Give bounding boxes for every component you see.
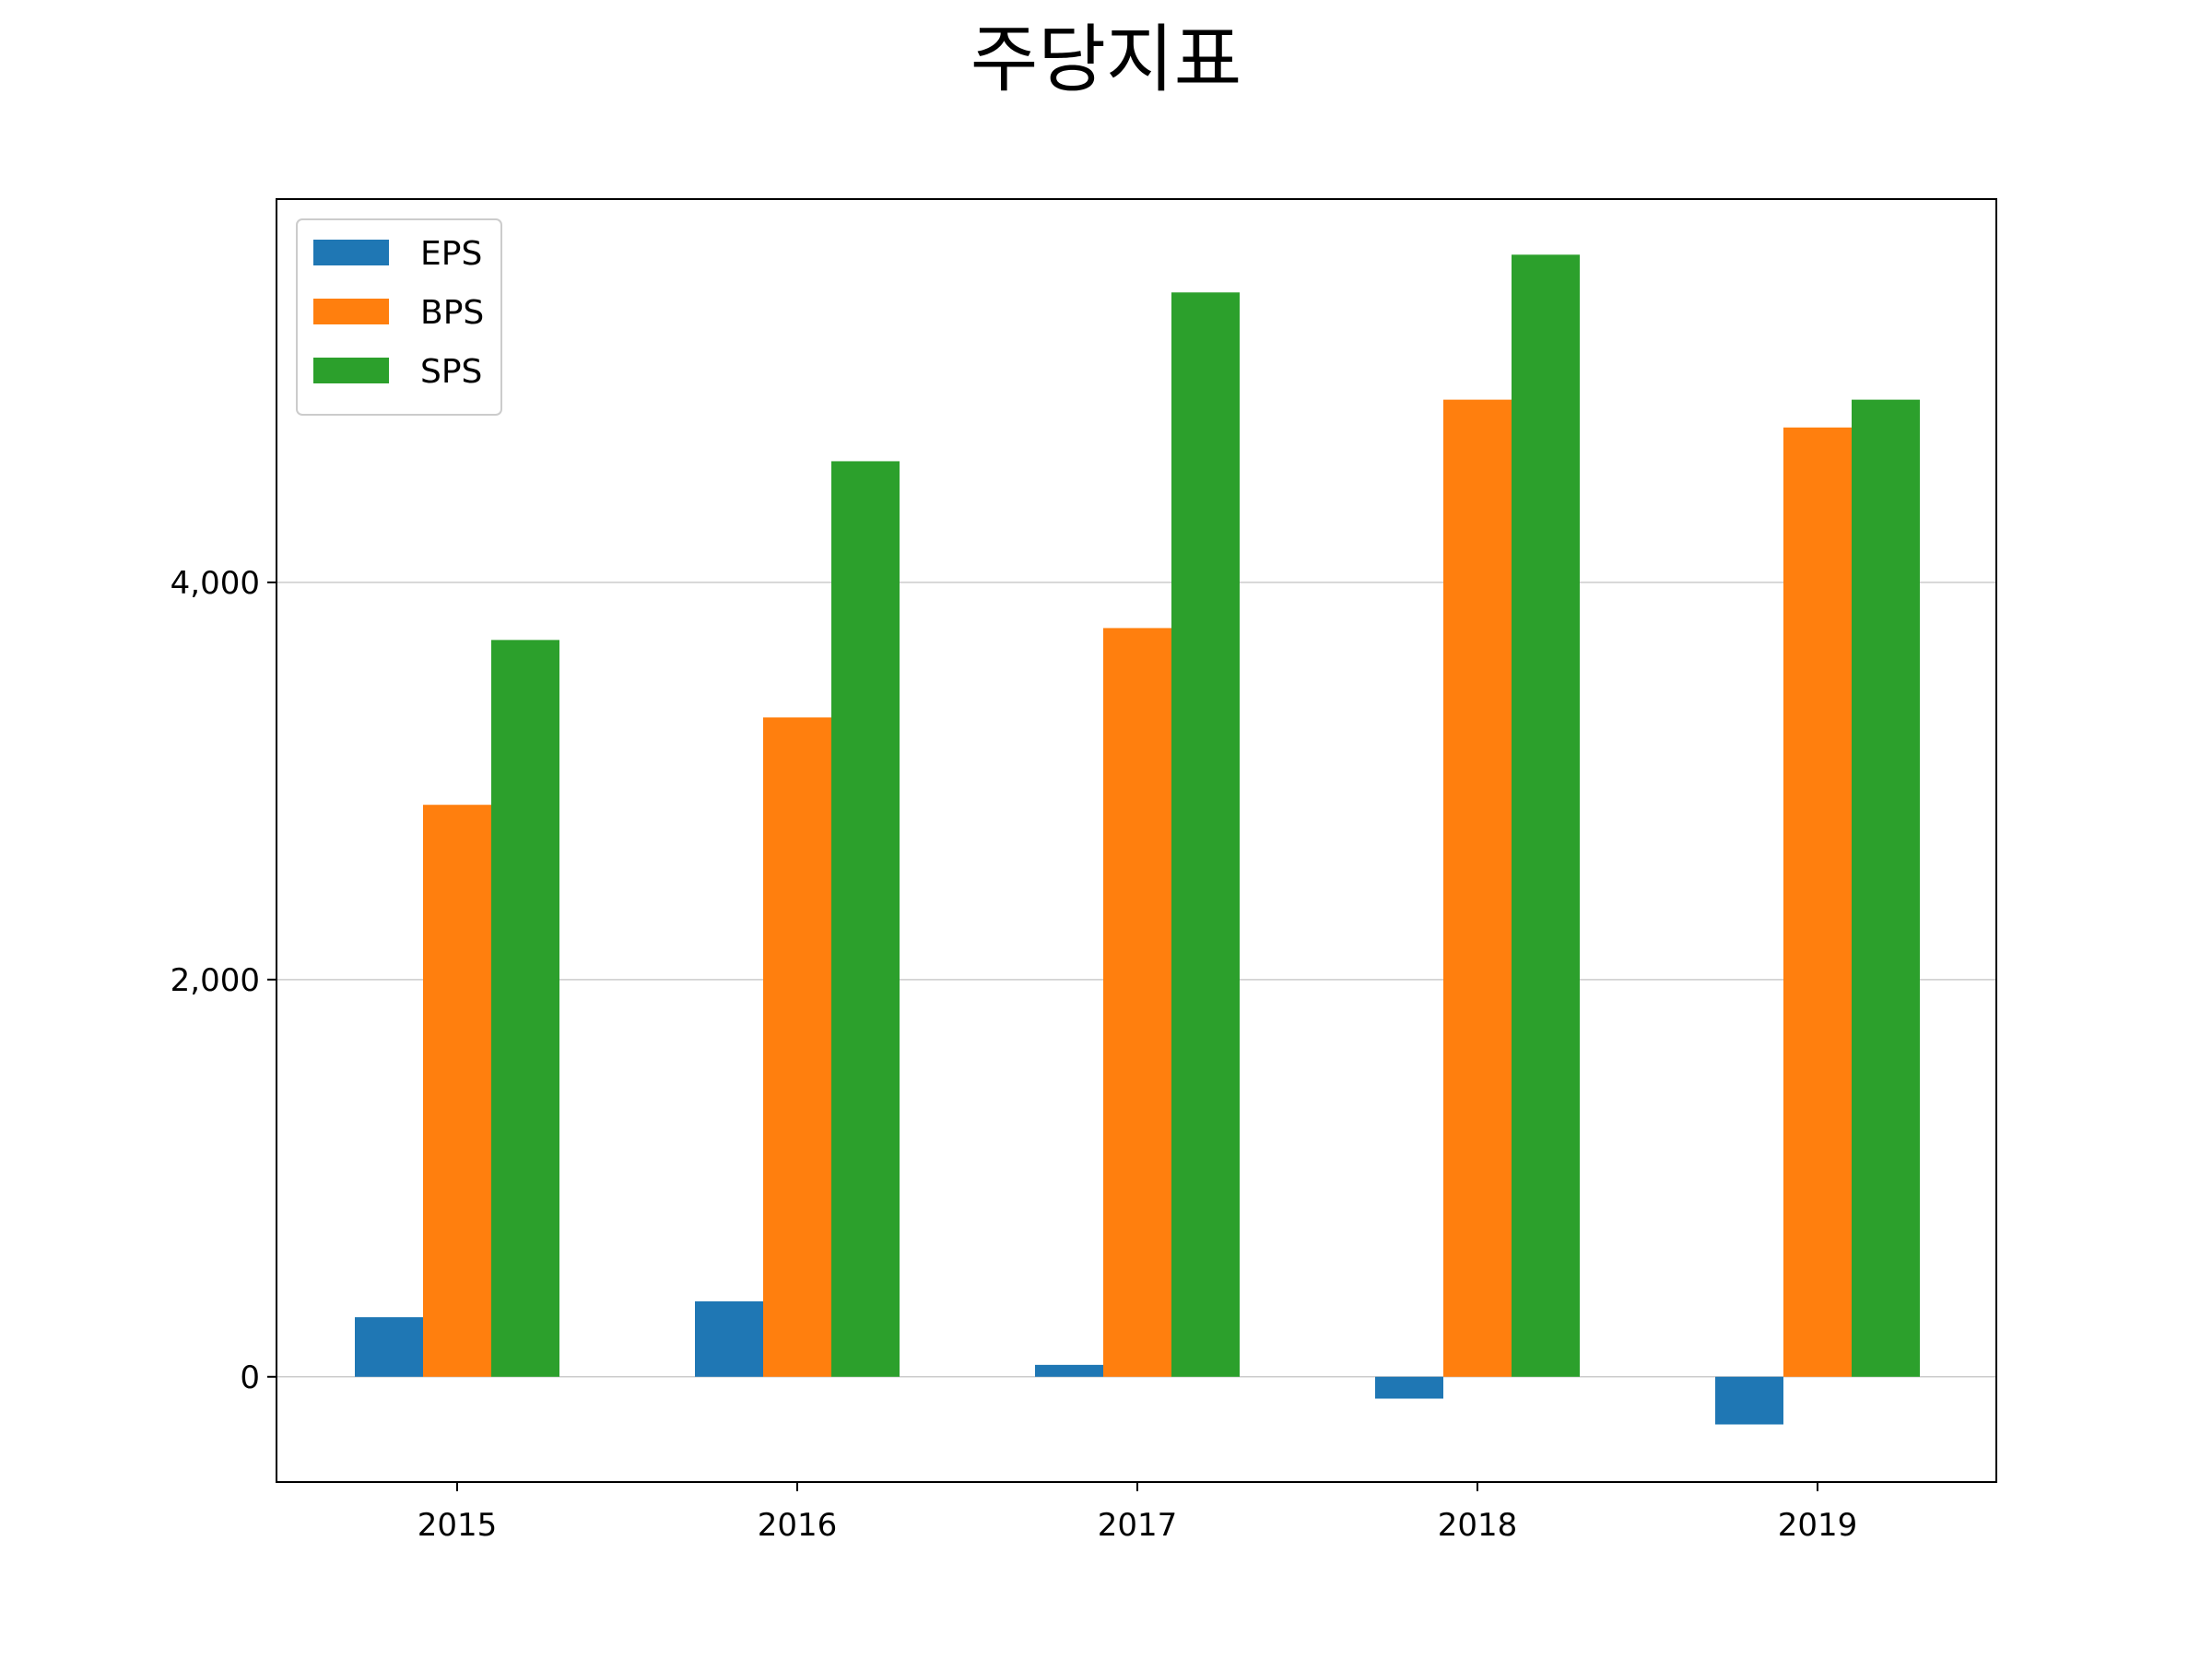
bar-bps-2015 (423, 805, 491, 1377)
legend-label-bps: BPS (420, 294, 484, 332)
y-tick-label: 2,000 (171, 962, 260, 999)
x-axis: 2015 2016 2017 2018 2019 (418, 1482, 1858, 1544)
bar-sps-2017 (1171, 292, 1240, 1377)
x-tick-label: 2018 (1438, 1507, 1518, 1544)
legend-swatch-eps (313, 240, 389, 265)
x-tick-label: 2019 (1778, 1507, 1858, 1544)
x-tick-label: 2016 (758, 1507, 838, 1544)
bar-eps-2017 (1035, 1364, 1103, 1377)
bar-sps-2018 (1512, 254, 1580, 1377)
legend-swatch-bps (313, 299, 389, 324)
bar-bps-2018 (1443, 399, 1512, 1377)
bars (355, 254, 1920, 1425)
bar-bps-2017 (1103, 628, 1171, 1377)
legend-label-sps: SPS (420, 353, 482, 391)
bar-sps-2019 (1852, 399, 1920, 1377)
legend-label-eps: EPS (420, 235, 482, 273)
y-tick-label: 4,000 (171, 565, 260, 602)
bar-bps-2016 (763, 717, 831, 1377)
y-axis: 0 2,000 4,000 (171, 565, 276, 1396)
y-tick-label: 0 (240, 1359, 260, 1396)
bar-sps-2016 (831, 461, 900, 1377)
legend: EPS BPS SPS (296, 218, 502, 416)
legend-swatch-sps (313, 358, 389, 383)
bar-eps-2019 (1715, 1376, 1783, 1425)
bar-eps-2015 (355, 1317, 423, 1377)
bar-eps-2016 (695, 1300, 763, 1377)
x-tick-label: 2017 (1098, 1507, 1178, 1544)
bar-sps-2015 (491, 640, 559, 1377)
x-tick-label: 2015 (418, 1507, 498, 1544)
bar-eps-2018 (1375, 1376, 1443, 1399)
bar-bps-2019 (1783, 427, 1852, 1377)
chart-title: 주당지표 (971, 17, 1241, 102)
